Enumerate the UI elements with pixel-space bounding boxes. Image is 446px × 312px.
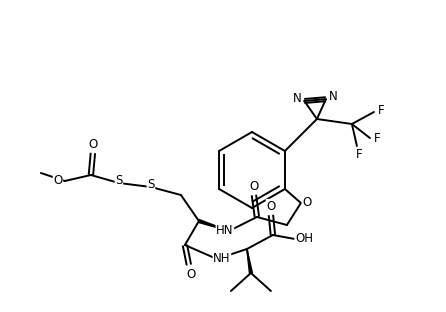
Text: S: S bbox=[115, 174, 123, 188]
Text: O: O bbox=[53, 174, 62, 188]
Text: O: O bbox=[88, 138, 98, 150]
Text: F: F bbox=[355, 148, 362, 160]
Text: OH: OH bbox=[295, 232, 313, 246]
Text: F: F bbox=[374, 131, 380, 144]
Text: F: F bbox=[378, 105, 384, 118]
Text: O: O bbox=[186, 267, 195, 280]
Text: NH: NH bbox=[213, 251, 231, 265]
Text: S: S bbox=[147, 178, 155, 192]
Text: N: N bbox=[293, 91, 301, 105]
Text: O: O bbox=[266, 199, 276, 212]
Text: O: O bbox=[249, 179, 259, 193]
Text: O: O bbox=[302, 197, 312, 209]
Text: N: N bbox=[329, 90, 337, 103]
Polygon shape bbox=[198, 220, 229, 231]
Polygon shape bbox=[247, 249, 252, 273]
Text: HN: HN bbox=[216, 223, 234, 236]
